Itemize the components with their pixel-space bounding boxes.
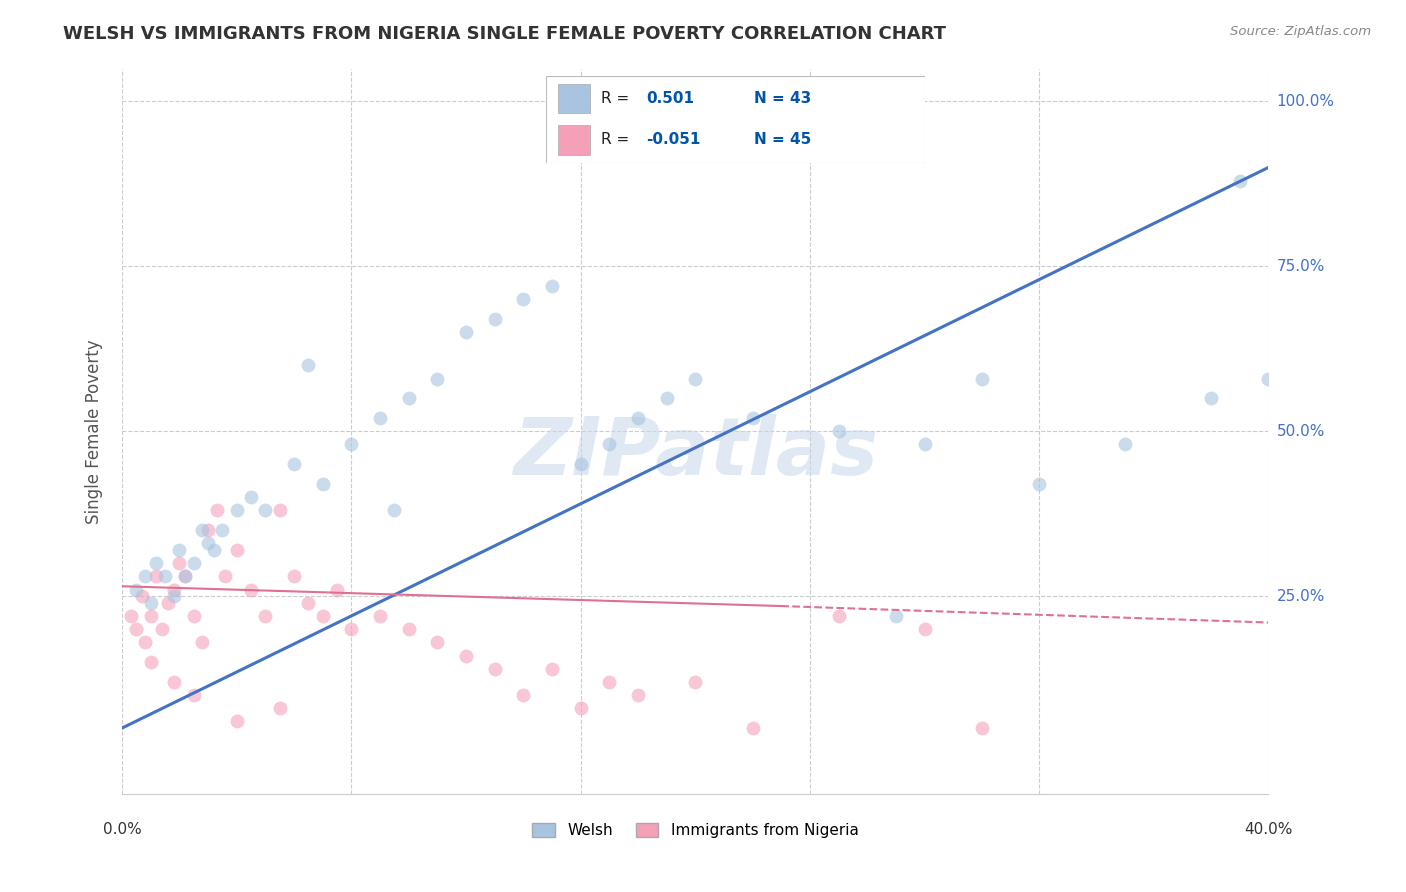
Text: WELSH VS IMMIGRANTS FROM NIGERIA SINGLE FEMALE POVERTY CORRELATION CHART: WELSH VS IMMIGRANTS FROM NIGERIA SINGLE … — [63, 25, 946, 43]
Point — [569, 701, 592, 715]
Point — [627, 411, 650, 425]
Point — [512, 688, 534, 702]
Point — [283, 457, 305, 471]
Point — [139, 609, 162, 624]
Point — [183, 556, 205, 570]
Point — [169, 543, 191, 558]
Point — [326, 582, 349, 597]
Point — [741, 411, 763, 425]
Point — [139, 655, 162, 669]
Point — [368, 411, 391, 425]
Point — [214, 569, 236, 583]
Point — [683, 371, 706, 385]
Point — [741, 721, 763, 735]
Point — [205, 503, 228, 517]
Point — [914, 437, 936, 451]
Point — [283, 569, 305, 583]
Point — [398, 392, 420, 406]
Point — [183, 688, 205, 702]
Point — [484, 312, 506, 326]
Point — [484, 662, 506, 676]
Point — [202, 543, 225, 558]
Point — [311, 609, 333, 624]
Point — [382, 503, 405, 517]
Point — [240, 490, 263, 504]
Point — [254, 609, 277, 624]
Point — [225, 543, 247, 558]
Text: Source: ZipAtlas.com: Source: ZipAtlas.com — [1230, 25, 1371, 38]
Point — [340, 622, 363, 636]
Point — [174, 569, 197, 583]
Text: 50.0%: 50.0% — [1277, 424, 1324, 439]
Point — [914, 622, 936, 636]
Point — [454, 326, 477, 340]
Text: 40.0%: 40.0% — [1244, 822, 1292, 837]
Point — [197, 523, 219, 537]
Point — [541, 279, 564, 293]
Point — [1199, 392, 1222, 406]
Point — [655, 392, 678, 406]
Point — [1028, 477, 1050, 491]
Point — [120, 609, 142, 624]
Point — [884, 609, 907, 624]
Point — [1114, 437, 1136, 451]
Point — [191, 523, 214, 537]
Point — [134, 635, 156, 649]
Point — [183, 609, 205, 624]
Point — [398, 622, 420, 636]
Point — [598, 674, 620, 689]
Point — [269, 503, 291, 517]
Text: 75.0%: 75.0% — [1277, 259, 1324, 274]
Point — [145, 569, 167, 583]
Point — [827, 609, 849, 624]
Point — [368, 609, 391, 624]
Point — [541, 662, 564, 676]
Point — [683, 674, 706, 689]
Point — [153, 569, 176, 583]
Point — [211, 523, 233, 537]
Point — [970, 721, 993, 735]
Point — [125, 582, 148, 597]
Point — [1229, 174, 1251, 188]
Point — [174, 569, 197, 583]
Point — [269, 701, 291, 715]
Point — [156, 596, 179, 610]
Legend: Welsh, Immigrants from Nigeria: Welsh, Immigrants from Nigeria — [526, 817, 865, 845]
Point — [162, 589, 184, 603]
Point — [569, 457, 592, 471]
Y-axis label: Single Female Poverty: Single Female Poverty — [86, 339, 103, 524]
Point — [162, 674, 184, 689]
Point — [162, 582, 184, 597]
Point — [340, 437, 363, 451]
Point — [191, 635, 214, 649]
Point — [139, 596, 162, 610]
Point — [512, 293, 534, 307]
Point — [297, 359, 319, 373]
Point — [125, 622, 148, 636]
Point — [454, 648, 477, 663]
Point — [169, 556, 191, 570]
Point — [297, 596, 319, 610]
Point — [225, 503, 247, 517]
Text: 0.0%: 0.0% — [103, 822, 142, 837]
Point — [145, 556, 167, 570]
Text: ZIPatlas: ZIPatlas — [513, 414, 877, 492]
Point — [426, 635, 449, 649]
Point — [134, 569, 156, 583]
Point — [254, 503, 277, 517]
Point — [1257, 371, 1279, 385]
Point — [240, 582, 263, 597]
Point — [598, 437, 620, 451]
Point — [225, 714, 247, 729]
Point — [827, 424, 849, 438]
Point — [627, 688, 650, 702]
Point — [150, 622, 173, 636]
Point — [311, 477, 333, 491]
Text: 25.0%: 25.0% — [1277, 589, 1324, 604]
Point — [197, 536, 219, 550]
Point — [131, 589, 153, 603]
Text: 100.0%: 100.0% — [1277, 94, 1334, 109]
Point — [970, 371, 993, 385]
Point — [426, 371, 449, 385]
